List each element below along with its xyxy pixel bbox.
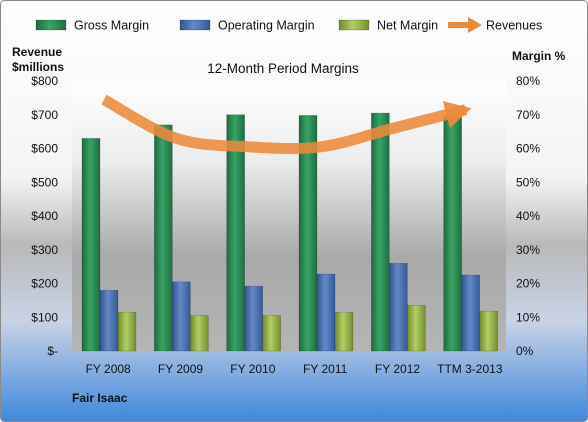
y-left-tick-label: $800 xyxy=(31,74,58,88)
bar-gross-margin xyxy=(298,115,318,352)
y-left-tick-label: $600 xyxy=(31,142,58,156)
revenue-series xyxy=(101,94,472,155)
legend-label: Revenues xyxy=(486,19,542,33)
y-left-tick-label: $200 xyxy=(31,277,58,291)
bar-gross-margin xyxy=(81,138,101,352)
legend-swatch xyxy=(338,19,370,31)
x-tick-label: FY 2010 xyxy=(230,362,275,376)
bar-net-margin xyxy=(190,315,209,352)
x-tick-label: TTM 3-2013 xyxy=(437,362,503,376)
y-left-tick-label: $300 xyxy=(31,243,58,257)
legend-label: Net Margin xyxy=(377,19,438,33)
y-right-tick-label: 60% xyxy=(516,142,540,156)
bar-net-margin xyxy=(407,305,426,352)
y-left-label-line2: $millions xyxy=(12,60,64,74)
x-tick-label: FY 2009 xyxy=(158,362,203,376)
bars xyxy=(81,112,498,352)
legend-swatch xyxy=(35,19,67,31)
y-left-axis: $- $100 $200 $300 $400 $500 $600 $700 $800 xyxy=(31,74,58,358)
bar-gross-margin xyxy=(226,114,245,352)
x-axis: FY 2008 FY 2009 FY 2010 FY 2011 FY 2012 TTM 3… xyxy=(86,362,503,376)
legend-label: Gross Margin xyxy=(74,19,149,33)
bar-net-margin xyxy=(117,311,137,352)
y-left-tick-label: $100 xyxy=(31,310,58,324)
y-right-tick-label: 20% xyxy=(516,277,540,291)
bar-operating-margin xyxy=(389,262,408,352)
legend-swatch-arrow xyxy=(468,17,482,33)
y-right-tick-label: 70% xyxy=(516,108,540,122)
legend: Gross Margin Operating Margin Net Margin Re… xyxy=(35,17,542,33)
company-name: Fair Isaac xyxy=(72,391,128,405)
bar-net-margin xyxy=(334,311,354,352)
revenue-arrowhead xyxy=(442,101,472,129)
bar-operating-margin xyxy=(99,289,119,352)
y-left-label-line1: Revenue xyxy=(12,45,62,59)
y-right-axis: 0% 10% 20% 30% 40% 50% 60% 70% 80% xyxy=(516,74,540,358)
y-left-tick-label: $500 xyxy=(31,175,58,189)
bar-operating-margin xyxy=(316,273,336,352)
revenue-line xyxy=(101,94,468,155)
bar-net-margin xyxy=(479,310,498,352)
legend-swatch xyxy=(179,19,211,31)
y-right-tick-label: 50% xyxy=(516,175,540,189)
y-right-tick-label: 80% xyxy=(516,74,540,88)
y-left-tick-label: $700 xyxy=(31,108,58,122)
bar-operating-margin xyxy=(244,285,263,352)
y-right-tick-label: 40% xyxy=(516,209,540,223)
bar-net-margin xyxy=(262,315,281,352)
y-left-tick-label: $- xyxy=(47,344,58,358)
bar-gross-margin xyxy=(443,116,462,352)
x-tick-label: FY 2011 xyxy=(303,362,348,376)
chart-title: 12-Month Period Margins xyxy=(207,61,359,76)
bar-operating-margin xyxy=(461,274,480,352)
x-tick-label: FY 2008 xyxy=(86,362,131,376)
y-right-tick-label: 30% xyxy=(516,243,540,257)
legend-label: Operating Margin xyxy=(218,19,315,33)
bar-operating-margin xyxy=(172,281,191,352)
y-right-label: Margin % xyxy=(512,49,566,63)
bar-gross-margin xyxy=(371,112,390,352)
y-right-tick-label: 0% xyxy=(516,344,534,358)
y-right-tick-label: 10% xyxy=(516,310,540,324)
x-tick-label: FY 2012 xyxy=(375,362,420,376)
bar-gross-margin xyxy=(154,124,173,352)
y-left-tick-label: $400 xyxy=(31,209,58,223)
